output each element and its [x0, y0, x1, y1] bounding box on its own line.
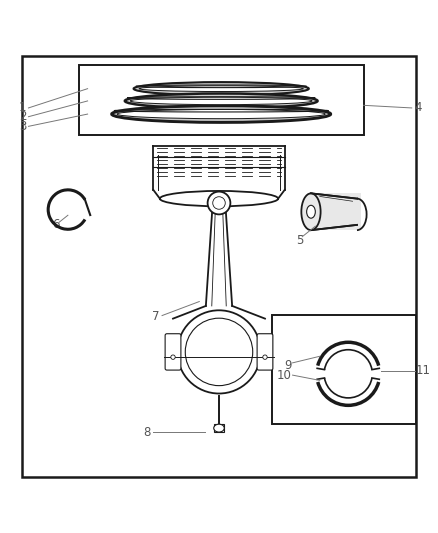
- Bar: [79, 65, 364, 135]
- Ellipse shape: [177, 310, 261, 393]
- Ellipse shape: [214, 424, 224, 432]
- Bar: [311, 193, 361, 230]
- Ellipse shape: [117, 109, 325, 119]
- Ellipse shape: [185, 318, 253, 386]
- Text: 3: 3: [19, 120, 26, 133]
- Text: 11: 11: [416, 364, 431, 377]
- Text: 8: 8: [144, 425, 151, 439]
- Ellipse shape: [171, 355, 175, 359]
- Text: 6: 6: [52, 218, 60, 231]
- Text: 9: 9: [284, 359, 291, 372]
- Ellipse shape: [139, 86, 303, 92]
- Ellipse shape: [208, 191, 230, 214]
- Bar: [272, 314, 416, 424]
- Ellipse shape: [307, 205, 315, 218]
- Ellipse shape: [134, 82, 309, 95]
- Ellipse shape: [301, 193, 321, 230]
- Text: 2: 2: [19, 110, 26, 123]
- Ellipse shape: [213, 197, 225, 209]
- FancyBboxPatch shape: [257, 334, 273, 370]
- Bar: [214, 424, 224, 432]
- Ellipse shape: [131, 97, 312, 104]
- Text: 4: 4: [414, 101, 421, 115]
- Ellipse shape: [263, 355, 267, 359]
- Text: 5: 5: [297, 233, 304, 247]
- Text: 7: 7: [152, 310, 160, 324]
- FancyBboxPatch shape: [165, 334, 181, 370]
- Ellipse shape: [125, 93, 318, 108]
- Ellipse shape: [160, 191, 278, 206]
- Ellipse shape: [112, 106, 331, 123]
- Text: 10: 10: [276, 369, 291, 382]
- Text: 1: 1: [19, 101, 26, 115]
